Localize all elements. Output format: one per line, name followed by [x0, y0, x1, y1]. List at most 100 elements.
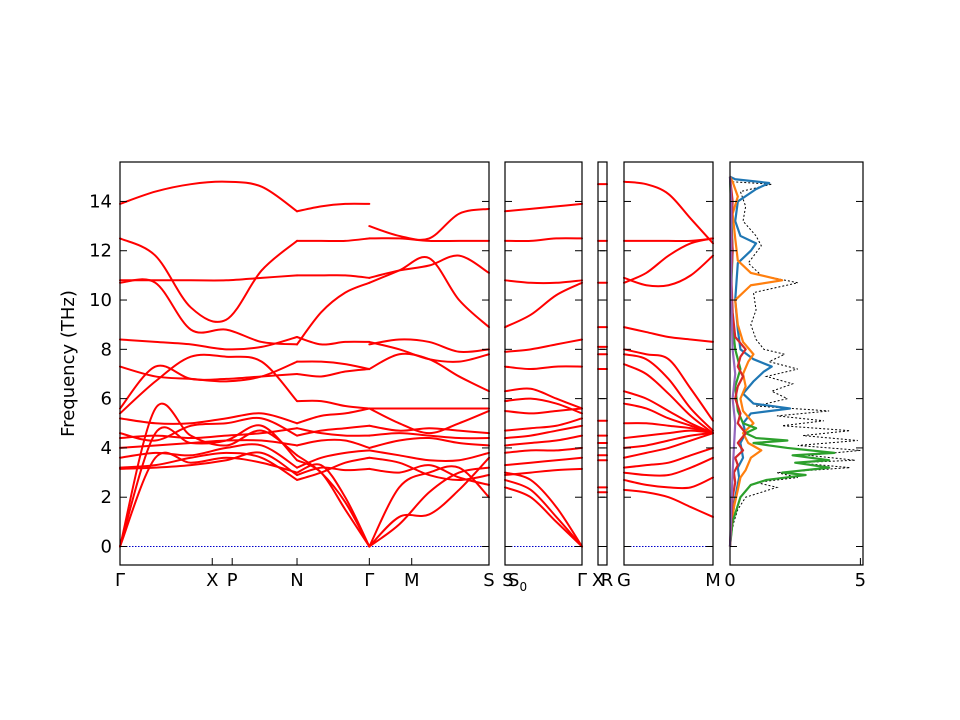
phonon-band: [296, 438, 371, 449]
phonon-band: [504, 424, 583, 440]
phonon-band: [504, 397, 583, 415]
phonon-band: [368, 237, 490, 243]
y-tick-label: 0: [101, 537, 112, 558]
phonon-band: [368, 340, 490, 363]
phonon-band: [296, 463, 371, 548]
phonon-band: [504, 279, 583, 285]
dos-partial-curve: [728, 175, 792, 547]
phonon-band: [623, 456, 714, 477]
phonon-band: [119, 274, 299, 282]
dos-partial-curve: [728, 176, 737, 547]
k-point-label: Γ: [577, 570, 587, 591]
y-tick-label: 4: [101, 438, 112, 459]
panel-frame: [504, 161, 583, 566]
phonon-band: [504, 478, 583, 548]
phonon-band: [296, 274, 371, 279]
k-point-label: S0: [508, 570, 527, 594]
phonon-band: [296, 368, 371, 378]
phonon-band: [368, 456, 490, 481]
phonon-band: [504, 486, 583, 548]
k-point-label: M: [705, 570, 721, 591]
phonon-band: [368, 449, 490, 463]
phonon-band: [368, 432, 490, 440]
phonon-band: [119, 451, 299, 481]
phonon-band: [368, 466, 490, 548]
dos-total-curve: [729, 176, 861, 547]
phonon-band: [623, 363, 714, 435]
dos-partial-curve: [728, 176, 784, 547]
phonon-band: [368, 465, 490, 548]
phonon-band: [296, 202, 371, 213]
phonon-band: [296, 449, 371, 469]
phonon-band: [296, 336, 371, 346]
phonon-band: [368, 424, 490, 435]
phonon-band: [119, 424, 299, 548]
phonon-band: [623, 422, 714, 435]
phonon-band: [296, 281, 371, 346]
phonon-band: [504, 434, 583, 447]
k-point-label: Γ: [115, 570, 125, 591]
phonon-band: [504, 237, 583, 243]
phonon-band: [119, 364, 299, 410]
band-panel-1: [119, 161, 490, 566]
panel-frame: [623, 161, 714, 566]
phonon-band: [623, 429, 714, 440]
phonon-band: [119, 353, 299, 415]
phonon-band: [504, 281, 583, 329]
phonon-band: [296, 237, 371, 243]
phonon-band: [368, 436, 490, 449]
k-point-label: S: [483, 570, 494, 591]
phonon-band: [119, 451, 299, 548]
phonon-band: [119, 439, 299, 449]
phonon-band: [119, 451, 299, 477]
phonon-band: [368, 464, 490, 486]
y-tick-label: 6: [101, 389, 112, 410]
k-point-label: X: [592, 570, 604, 591]
phonon-band: [368, 207, 490, 241]
band-panel-3: [597, 161, 608, 566]
phonon-band: [623, 432, 714, 449]
phonon-band: [119, 443, 299, 469]
y-tick-label: 12: [89, 241, 112, 262]
phonon-band: [623, 390, 714, 435]
dos-frame: [729, 161, 864, 566]
phonon-band: [296, 360, 371, 371]
phonon-band: [623, 326, 714, 343]
phonon-band: [368, 338, 490, 354]
phonon-band: [623, 180, 714, 245]
phonon-band: [504, 338, 583, 353]
phonon-band: [119, 336, 299, 351]
dos-panel: [728, 161, 864, 566]
phonon-band: [119, 427, 299, 440]
phonon-band: [296, 427, 371, 437]
phonon-band: [296, 407, 371, 425]
y-tick-label: 2: [101, 487, 112, 508]
band-panel-4: [623, 161, 714, 566]
phonon-band: [504, 202, 583, 213]
phonon-band: [119, 180, 299, 213]
phonon-band: [504, 417, 583, 432]
y-tick-label: 10: [89, 290, 112, 311]
phonon-band: [504, 387, 583, 410]
k-point-label: P: [227, 570, 238, 591]
phonon-band: [623, 237, 714, 284]
phonon-band: [296, 466, 371, 477]
k-point-label: S: [502, 570, 513, 591]
k-point-label: X: [206, 570, 218, 591]
y-tick-label: 8: [101, 339, 112, 360]
phonon-band: [368, 254, 490, 279]
band-panel-2: [504, 161, 583, 566]
phonon-band: [119, 237, 299, 323]
phonon-band: [368, 407, 490, 435]
y-axis-label: Frequency (THz): [58, 290, 79, 437]
panel-frame: [597, 161, 608, 566]
phonon-band: [296, 424, 371, 437]
phonon-band: [623, 237, 714, 243]
phonon-band: [119, 416, 299, 442]
phonon-band: [623, 348, 714, 422]
phonon-band: [119, 412, 299, 425]
phonon-band: [296, 459, 371, 548]
dos-partial-curve: [728, 176, 836, 547]
phonon-band: [623, 254, 714, 288]
